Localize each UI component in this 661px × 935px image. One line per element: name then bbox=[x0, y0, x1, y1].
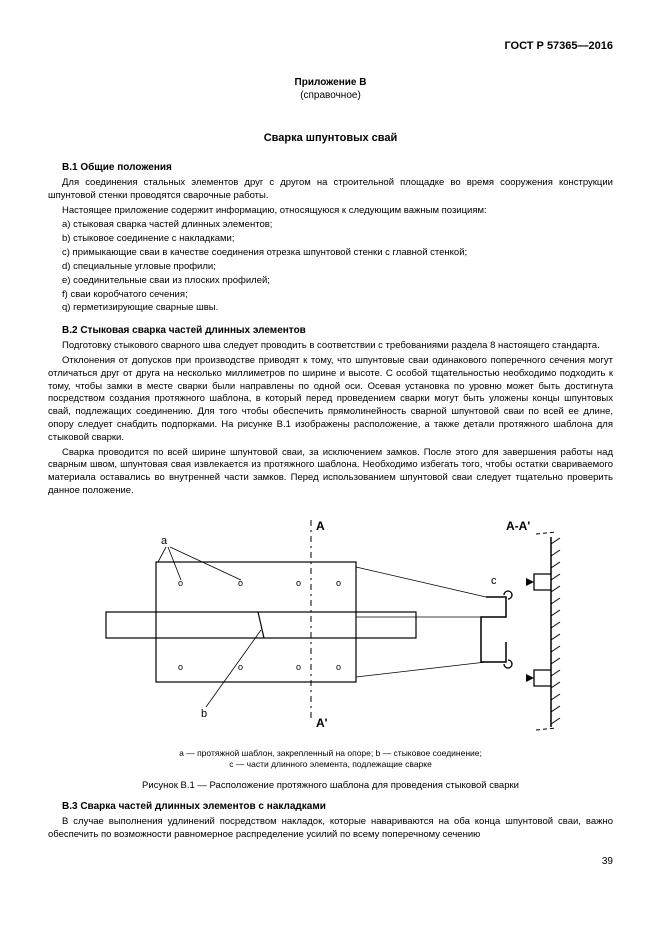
appendix-header: Приложение В (справочное) bbox=[48, 76, 613, 102]
section-b2-head: В.2 Стыковая сварка частей длинных элеме… bbox=[62, 325, 613, 336]
figure-b1: A A' oooo oooo a b bbox=[86, 512, 576, 791]
section-b3-head: В.3 Сварка частей длинных элементов с на… bbox=[62, 801, 613, 812]
label-AA: A-A' bbox=[506, 519, 530, 533]
svg-text:o: o bbox=[336, 578, 341, 588]
s2-p3: Сварка проводится по всей ширине шпунтов… bbox=[48, 447, 613, 498]
label-A-prime: A' bbox=[316, 716, 328, 730]
svg-text:o: o bbox=[296, 662, 301, 672]
svg-text:o: o bbox=[238, 662, 243, 672]
label-A: A bbox=[316, 519, 325, 533]
s1-p2: Настоящее приложение содержит информацию… bbox=[48, 205, 613, 218]
s1-item-e: e) соединительные сваи из плоских профил… bbox=[48, 275, 613, 288]
s1-item-b: b) стыковое соединение с накладками; bbox=[48, 233, 613, 246]
s3-p1: В случае выполнения удлинений посредство… bbox=[48, 816, 613, 842]
label-b: b bbox=[201, 708, 207, 720]
s2-p1: Подготовку стыкового сварного шва следуе… bbox=[48, 340, 613, 353]
label-a: a bbox=[161, 535, 168, 547]
appendix-note: (справочное) bbox=[48, 89, 613, 102]
s1-item-d: d) специальные угловые профили; bbox=[48, 261, 613, 274]
main-title: Сварка шпунтовых свай bbox=[48, 132, 613, 144]
svg-text:o: o bbox=[296, 578, 301, 588]
s1-item-c: c) примыкающие сваи в качестве соединени… bbox=[48, 247, 613, 260]
svg-text:o: o bbox=[336, 662, 341, 672]
svg-text:o: o bbox=[178, 662, 183, 672]
figure-caption: a — протяжной шаблон, закрепленный на оп… bbox=[86, 748, 576, 770]
figure-title: Рисунок В.1 — Расположение протяжного ша… bbox=[86, 780, 576, 791]
figure-svg: A A' oooo oooo a b bbox=[86, 512, 576, 742]
s1-p1: Для соединения стальных элементов друг с… bbox=[48, 177, 613, 203]
s1-item-a: a) стыковая сварка частей длинных элемен… bbox=[48, 219, 613, 232]
page-number: 39 bbox=[48, 856, 613, 867]
document-id: ГОСТ Р 57365—2016 bbox=[48, 40, 613, 52]
s2-p2: Отклонения от допусков при производстве … bbox=[48, 355, 613, 445]
s1-item-f: f) сваи коробчатого сечения; bbox=[48, 289, 613, 302]
label-c: c bbox=[491, 575, 497, 587]
section-b1-head: В.1 Общие положения bbox=[62, 162, 613, 173]
appendix-label: Приложение В bbox=[48, 76, 613, 89]
s1-item-g: q) герметизирующие сварные швы. bbox=[48, 302, 613, 315]
